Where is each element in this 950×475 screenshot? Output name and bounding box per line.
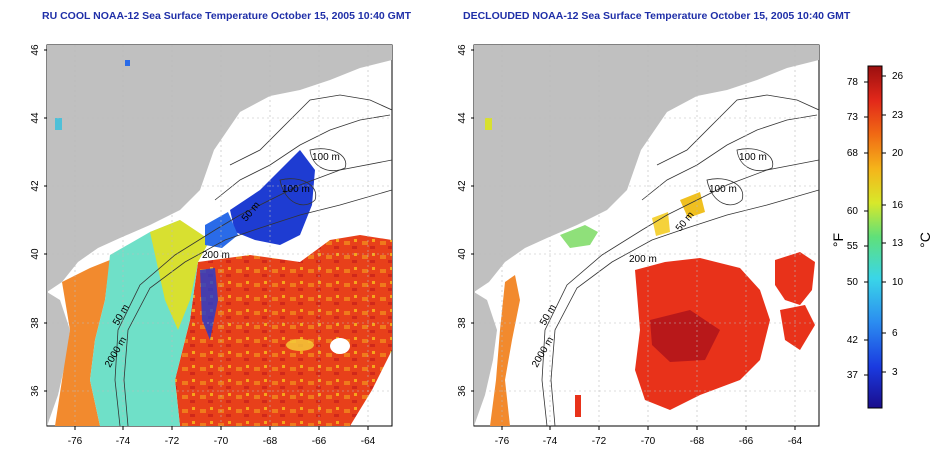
- left-x-tick-6: -64: [361, 436, 376, 447]
- left-warm-water: [175, 235, 392, 426]
- right-x-axis: -76 -74 -72 -70 -68 -66 -64: [495, 436, 803, 447]
- left-y-axis: 46 44 42 40 38 36: [30, 44, 41, 397]
- right-y-tick-36: 36: [457, 385, 468, 397]
- left-coastal-band: [55, 260, 110, 426]
- c-tick-23: 23: [892, 110, 904, 121]
- left-contour-label-0: 100 m: [312, 152, 340, 163]
- c-tick-6: 6: [892, 328, 898, 339]
- right-land-south: [474, 292, 497, 426]
- right-land: [474, 45, 819, 292]
- c-tick-16: 16: [892, 200, 904, 211]
- right-x-tick-0: -76: [495, 436, 510, 447]
- left-grid: [47, 45, 392, 426]
- right-shelf-patch-2: [652, 212, 670, 236]
- left-yellow-eddy: [286, 339, 314, 351]
- right-warm-east-2: [780, 305, 815, 350]
- right-x-tick-4: -68: [690, 436, 705, 447]
- left-y-tick-40: 40: [30, 248, 41, 260]
- left-land: [47, 45, 392, 292]
- c-tick-10: 10: [892, 277, 904, 288]
- right-x-tick-2: -72: [592, 436, 607, 447]
- right-shelf-patch: [560, 225, 598, 248]
- right-grid: [474, 45, 819, 426]
- left-cloud-blob: [330, 338, 350, 354]
- right-y-tick-44: 44: [457, 112, 468, 124]
- f-tick-50: 50: [847, 277, 859, 288]
- left-y-tick-46: 46: [30, 44, 41, 56]
- left-x-tick-4: -68: [263, 436, 278, 447]
- right-y-tick-42: 42: [457, 180, 468, 192]
- colorbar-c-ticks: 26 23 20 16 13 10 6 3: [892, 71, 904, 378]
- right-map: 100 m 100 m 50 m 200 m 50 m 2000 m 46 44…: [457, 44, 820, 447]
- left-land-south: [47, 292, 70, 426]
- left-contour-label-1: 100 m: [282, 184, 310, 195]
- f-tick-42: 42: [847, 335, 859, 346]
- right-x-tick-3: -70: [641, 436, 656, 447]
- f-tick-78: 78: [847, 77, 859, 88]
- right-contour-label-3: 200 m: [629, 254, 657, 265]
- left-contour-label-3: 200 m: [202, 250, 230, 261]
- c-tick-3: 3: [892, 367, 898, 378]
- right-x-tick-1: -74: [543, 436, 558, 447]
- left-x-tick-1: -74: [116, 436, 131, 447]
- left-x-tick-5: -66: [312, 436, 327, 447]
- colorbar-f-unit: °F: [830, 233, 846, 247]
- right-pixel-b: [485, 118, 492, 130]
- colorbar-c-unit: °C: [917, 232, 933, 248]
- left-tick-marks: [44, 49, 369, 430]
- f-tick-68: 68: [847, 148, 859, 159]
- left-map-title: RU COOL NOAA-12 Sea Surface Temperature …: [42, 10, 411, 22]
- right-tick-marks: [471, 49, 796, 430]
- left-pixel-a: [125, 60, 130, 66]
- right-x-tick-5: -66: [739, 436, 754, 447]
- colorbar-tick-marks: [864, 75, 886, 376]
- colorbar: 78 73 68 60 55 50 42 37 26 23 20 16 13 1…: [830, 65, 933, 409]
- right-coastal-band: [490, 275, 520, 426]
- right-y-tick-40: 40: [457, 248, 468, 260]
- right-warm-east: [775, 252, 815, 305]
- c-tick-13: 13: [892, 238, 904, 249]
- right-map-title: DECLOUDED NOAA-12 Sea Surface Temperatur…: [463, 10, 851, 22]
- left-x-axis: -76 -74 -72 -70 -68 -66 -64: [68, 436, 376, 447]
- c-tick-26: 26: [892, 71, 904, 82]
- left-x-tick-2: -72: [165, 436, 180, 447]
- right-warm-pixel: [575, 395, 581, 417]
- left-contours: [114, 94, 392, 426]
- c-tick-20: 20: [892, 148, 904, 159]
- right-y-tick-38: 38: [457, 317, 468, 329]
- f-tick-73: 73: [847, 112, 859, 123]
- f-tick-37: 37: [847, 370, 859, 381]
- colorbar-f-ticks: 78 73 68 60 55 50 42 37: [847, 77, 859, 381]
- left-pixel-b: [55, 118, 62, 130]
- f-tick-60: 60: [847, 206, 859, 217]
- right-y-axis: 46 44 42 40 38 36: [457, 44, 468, 397]
- right-y-tick-46: 46: [457, 44, 468, 56]
- left-x-tick-3: -70: [214, 436, 229, 447]
- right-shelf-patch-3: [680, 192, 705, 218]
- right-contour-label-0: 100 m: [739, 152, 767, 163]
- left-y-tick-44: 44: [30, 112, 41, 124]
- left-yellow-band: [150, 220, 210, 330]
- left-cold-patch: [230, 150, 315, 245]
- f-tick-55: 55: [847, 241, 859, 252]
- right-warm-core: [650, 310, 720, 362]
- right-x-tick-6: -64: [788, 436, 803, 447]
- left-x-tick-0: -76: [68, 436, 83, 447]
- right-contours: [541, 94, 819, 426]
- left-y-tick-42: 42: [30, 180, 41, 192]
- right-contour-label-1: 100 m: [709, 184, 737, 195]
- left-y-tick-38: 38: [30, 317, 41, 329]
- left-y-tick-36: 36: [30, 385, 41, 397]
- colorbar-gradient: [867, 65, 883, 409]
- left-cold-speckle: [200, 268, 218, 340]
- left-map: 100 m 100 m 50 m 200 m 50 m 2000 m 46 44…: [30, 44, 393, 447]
